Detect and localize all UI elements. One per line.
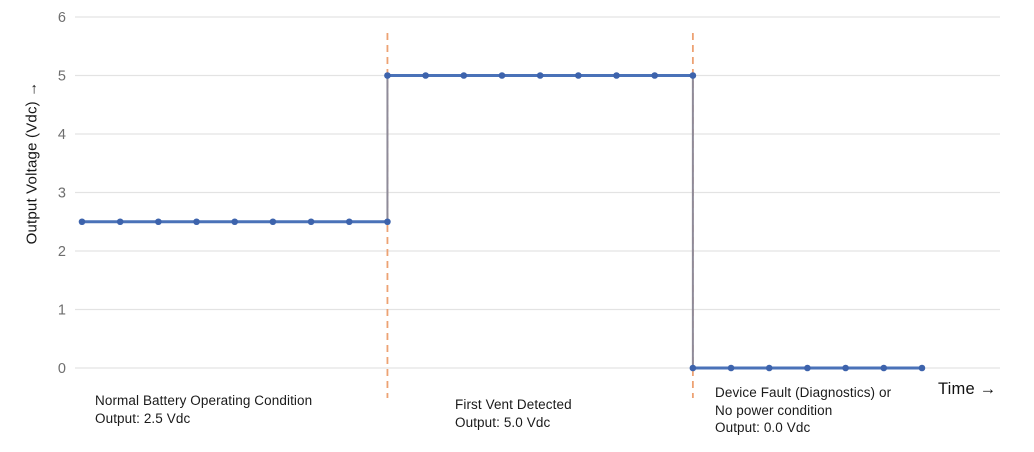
y-tick-label-6: 6 xyxy=(58,10,66,26)
data-point-marker xyxy=(918,364,926,372)
data-point-marker xyxy=(765,364,773,372)
phase-label-line: Output: 0.0 Vdc xyxy=(715,420,811,435)
phase-label-device-fault: Device Fault (Diagnostics) or No power c… xyxy=(715,384,891,437)
data-point-marker xyxy=(384,218,391,226)
y-tick-label-1: 1 xyxy=(58,303,66,319)
phase-label-line: Normal Battery Operating Condition xyxy=(95,393,313,408)
y-tick-label-5: 5 xyxy=(58,69,66,85)
y-axis-title: Output Voltage (Vdc) → xyxy=(23,81,41,245)
phase-label-line: No power condition xyxy=(715,402,833,418)
data-point-marker xyxy=(307,218,315,226)
data-point-marker xyxy=(269,218,277,226)
data-point-marker xyxy=(804,364,811,372)
data-point-marker xyxy=(460,72,468,79)
y-tick-label-2: 2 xyxy=(58,244,66,260)
phase-label-first-vent: First Vent Detected Output: 5.0 Vdc xyxy=(455,396,572,431)
data-point-marker xyxy=(651,72,658,79)
data-point-marker xyxy=(155,218,162,226)
data-point-marker xyxy=(689,364,697,372)
y-tick-label-4: 4 xyxy=(58,127,66,143)
phase-label-line: First Vent Detected xyxy=(455,397,572,412)
x-axis-title: Time → xyxy=(938,380,997,398)
data-point-marker xyxy=(575,72,582,79)
data-point-marker xyxy=(880,364,888,372)
data-point-marker xyxy=(345,218,353,226)
phase-label-line: Output: 2.5 Vdc xyxy=(95,410,191,426)
data-point-marker xyxy=(613,72,620,79)
data-point-marker xyxy=(422,72,429,79)
phase-label-line: Device Fault (Diagnostics) or xyxy=(715,385,892,400)
data-point-marker xyxy=(193,218,200,226)
data-point-marker xyxy=(689,72,697,79)
data-point-marker xyxy=(231,218,239,226)
data-point-marker xyxy=(727,364,735,372)
data-point-marker xyxy=(78,218,86,226)
data-point-marker xyxy=(384,72,391,79)
data-point-marker xyxy=(842,364,849,372)
y-tick-label-3: 3 xyxy=(58,186,66,202)
y-tick-label-0: 0 xyxy=(58,361,66,377)
phase-label-normal-battery: Normal Battery Operating Condition Outpu… xyxy=(95,392,312,427)
data-point-marker xyxy=(536,72,544,79)
phase-label-line: Output: 5.0 Vdc xyxy=(455,414,551,430)
data-point-marker xyxy=(116,218,124,226)
data-point-marker xyxy=(498,72,506,79)
